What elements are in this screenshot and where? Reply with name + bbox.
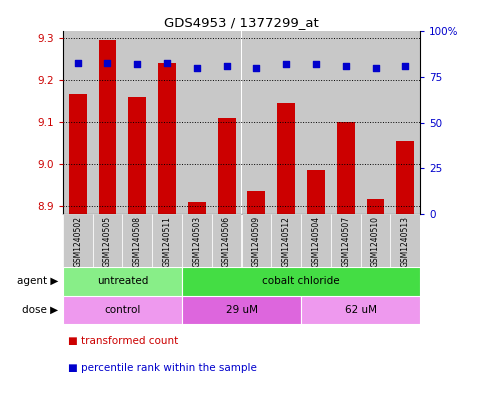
Bar <box>63 296 182 324</box>
Bar <box>122 214 152 267</box>
Point <box>401 63 409 69</box>
Point <box>133 61 141 68</box>
Text: dose ▶: dose ▶ <box>22 305 58 315</box>
Bar <box>331 31 361 214</box>
Bar <box>390 31 420 214</box>
Bar <box>93 31 122 214</box>
Bar <box>271 31 301 214</box>
Text: GSM1240505: GSM1240505 <box>103 216 112 267</box>
Text: GSM1240506: GSM1240506 <box>222 216 231 267</box>
Bar <box>63 267 182 296</box>
Bar <box>331 214 361 267</box>
Bar <box>301 31 331 214</box>
Text: GSM1240503: GSM1240503 <box>192 216 201 267</box>
Text: 29 uM: 29 uM <box>226 305 257 315</box>
Bar <box>307 170 325 214</box>
Bar <box>182 267 420 296</box>
Title: GDS4953 / 1377299_at: GDS4953 / 1377299_at <box>164 16 319 29</box>
Bar <box>188 202 206 214</box>
Bar <box>277 103 295 214</box>
Bar <box>361 214 390 267</box>
Point <box>312 61 320 68</box>
Text: GSM1240508: GSM1240508 <box>133 216 142 267</box>
Point <box>223 63 230 69</box>
Bar <box>93 214 122 267</box>
Bar <box>182 296 301 324</box>
Point <box>342 63 350 69</box>
Text: control: control <box>104 305 141 315</box>
Point <box>193 65 201 71</box>
Point <box>372 65 380 71</box>
Bar <box>212 31 242 214</box>
Bar <box>182 31 212 214</box>
Bar <box>182 214 212 267</box>
Bar <box>63 31 93 214</box>
Bar <box>158 63 176 214</box>
Point <box>163 59 171 66</box>
Bar <box>242 214 271 267</box>
Bar <box>218 118 236 214</box>
Text: GSM1240512: GSM1240512 <box>282 216 291 267</box>
Text: cobalt chloride: cobalt chloride <box>262 276 340 286</box>
Bar <box>212 214 242 267</box>
Bar <box>242 31 271 214</box>
Bar <box>390 214 420 267</box>
Bar <box>152 31 182 214</box>
Text: GSM1240509: GSM1240509 <box>252 216 261 267</box>
Point <box>253 65 260 71</box>
Bar <box>99 40 116 214</box>
Bar <box>122 31 152 214</box>
Point <box>74 59 82 66</box>
Text: GSM1240513: GSM1240513 <box>401 216 410 267</box>
Bar <box>247 191 265 214</box>
Text: GSM1240502: GSM1240502 <box>73 216 82 267</box>
Bar <box>69 94 86 214</box>
Bar <box>367 200 384 214</box>
Text: untreated: untreated <box>97 276 148 286</box>
Bar <box>397 141 414 214</box>
Text: GSM1240507: GSM1240507 <box>341 216 350 267</box>
Bar <box>128 97 146 214</box>
Bar <box>301 214 331 267</box>
Bar <box>361 31 390 214</box>
Bar <box>337 122 355 214</box>
Text: GSM1240504: GSM1240504 <box>312 216 320 267</box>
Text: ■ percentile rank within the sample: ■ percentile rank within the sample <box>68 363 256 373</box>
Text: GSM1240511: GSM1240511 <box>163 216 171 267</box>
Bar <box>301 296 420 324</box>
Bar <box>63 214 93 267</box>
Point <box>104 59 112 66</box>
Bar <box>152 214 182 267</box>
Text: 62 uM: 62 uM <box>345 305 377 315</box>
Point <box>282 61 290 68</box>
Text: GSM1240510: GSM1240510 <box>371 216 380 267</box>
Bar <box>271 214 301 267</box>
Text: ■ transformed count: ■ transformed count <box>68 336 178 345</box>
Text: agent ▶: agent ▶ <box>16 276 58 286</box>
